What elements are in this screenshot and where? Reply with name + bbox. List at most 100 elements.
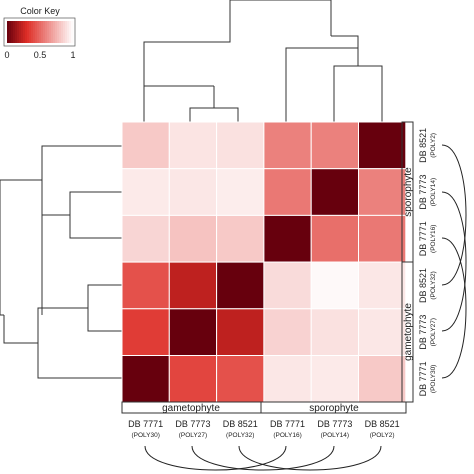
color-key-swatch xyxy=(7,21,10,43)
heatmap-cell xyxy=(358,214,407,263)
heatmap-cell xyxy=(216,261,265,310)
column-arc-7771 xyxy=(144,445,287,471)
row-label: DB 7773 xyxy=(418,315,428,350)
color-key-swatch xyxy=(57,21,60,43)
color-key-frame xyxy=(3,17,76,47)
column-sublabel: (POLY14) xyxy=(321,432,349,439)
row-dendro-gam-link xyxy=(3,315,38,344)
color-key-swatch xyxy=(25,21,28,43)
row-sublabel: (POLY32) xyxy=(430,271,437,299)
color-key-swatch xyxy=(13,21,16,43)
row-dendro-gam-outer xyxy=(37,307,122,379)
row-label: DB 8521 xyxy=(418,268,428,303)
color-key-tick-mid: 0.5 xyxy=(34,50,47,60)
row-group-gametophyte: gametophyte xyxy=(403,303,414,361)
color-key-swatch xyxy=(51,21,54,43)
color-key-swatch xyxy=(71,21,74,43)
color-key-swatch xyxy=(45,21,48,43)
heatmap-cell xyxy=(216,214,265,263)
column-sublabel: (POLY30) xyxy=(131,432,159,439)
color-key-tick-1: 1 xyxy=(70,50,75,60)
column-connectors xyxy=(144,445,382,471)
color-key-tick-0: 0 xyxy=(4,50,9,60)
color-key-swatch xyxy=(27,21,30,43)
column-sublabel: (POLY16) xyxy=(273,432,301,439)
color-key-swatch xyxy=(19,21,22,43)
heatmap-cell xyxy=(168,261,218,310)
heatmap-cell xyxy=(168,308,218,356)
color-key-swatch xyxy=(33,21,36,43)
row-dendro-gam-inner xyxy=(87,284,122,332)
color-key-swatch xyxy=(41,21,44,43)
color-key-swatch xyxy=(21,21,24,43)
row-label: DB 7771 xyxy=(418,221,428,256)
heatmap-cell xyxy=(121,121,170,170)
color-key-swatch xyxy=(37,21,40,43)
column-sublabel: (POLY32) xyxy=(226,432,254,439)
row-sublabel: (POLY14) xyxy=(430,178,437,206)
column-label: DB 8521 xyxy=(365,419,400,429)
heatmap-cells xyxy=(121,121,407,403)
row-label: DB 7773 xyxy=(418,175,428,210)
color-key-swatch xyxy=(53,21,56,43)
color-key-title: Color Key xyxy=(20,6,60,16)
row-sublabel: (POLY2) xyxy=(430,133,437,158)
heatmap-cell xyxy=(310,214,360,263)
color-key-swatch xyxy=(59,21,62,43)
col-dendro-spo-inner xyxy=(333,65,383,122)
row-group-bar: sporophyte gametophyte xyxy=(401,121,414,403)
heatmap-cell xyxy=(310,261,360,310)
heatmap-cell xyxy=(216,308,265,356)
color-key-swatch xyxy=(67,21,70,43)
color-key-swatch xyxy=(23,21,26,43)
column-group-gametophyte: gametophyte xyxy=(162,403,220,414)
heatmap-cell xyxy=(121,355,170,403)
heatmap-cell xyxy=(310,308,360,356)
row-sublabel: (POLY30) xyxy=(430,365,437,393)
heatmap-cell xyxy=(358,261,407,310)
column-label: DB 7773 xyxy=(175,419,210,429)
row-connectors xyxy=(441,144,467,379)
column-arc-8521 xyxy=(238,445,382,471)
heatmap-cell xyxy=(358,308,407,356)
row-sublabel: (POLY16) xyxy=(430,225,437,253)
row-dendro-spo-outer xyxy=(41,145,122,315)
heatmap-cell xyxy=(121,261,170,310)
row-group-sporophyte: sporophyte xyxy=(403,167,414,217)
column-group-bar: gametophyte sporophyte xyxy=(121,401,407,414)
column-sublabel: (POLY27) xyxy=(179,432,207,439)
row-label: DB 7771 xyxy=(418,361,428,396)
heatmap-cell xyxy=(358,121,407,170)
color-key-swatch xyxy=(63,21,66,43)
column-label: DB 8521 xyxy=(223,419,258,429)
column-labels: DB 7771 (POLY30) DB 7773 (POLY27) DB 8521 (PO… xyxy=(128,419,400,439)
heatmap-cell xyxy=(216,121,265,170)
color-key-swatch xyxy=(65,21,68,43)
row-dendrogram xyxy=(0,145,122,379)
heatmap-cell xyxy=(310,355,360,403)
heatmap-cell xyxy=(168,168,218,216)
color-key-swatch xyxy=(43,21,46,43)
column-label: DB 7771 xyxy=(128,419,163,429)
heatmap-cell xyxy=(310,121,360,170)
row-labels: DB 8521 (POLY2)DB 7773 (POLY14)DB 7771 (POL… xyxy=(418,128,437,397)
color-key-swatch xyxy=(31,21,34,43)
column-label: DB 7773 xyxy=(317,419,352,429)
row-dendro-root xyxy=(0,179,42,316)
color-key-swatch xyxy=(9,21,12,43)
heatmap-cell xyxy=(216,168,265,216)
color-key-swatch xyxy=(69,21,72,43)
color-key-swatch xyxy=(11,21,14,43)
color-key-swatch xyxy=(17,21,20,43)
heatmap-cell xyxy=(121,168,170,216)
heatmap-cell xyxy=(263,214,312,263)
color-key-swatch xyxy=(15,21,18,43)
col-dendro-gam-join xyxy=(143,42,214,87)
heatmap-cell xyxy=(216,355,265,403)
column-sublabel: (POLY2) xyxy=(370,432,395,439)
row-arc-7771 xyxy=(441,237,467,379)
row-group-gametophyte-box xyxy=(401,261,414,403)
heatmap-cell xyxy=(168,214,218,263)
row-dendro-spo-inner xyxy=(69,191,122,239)
